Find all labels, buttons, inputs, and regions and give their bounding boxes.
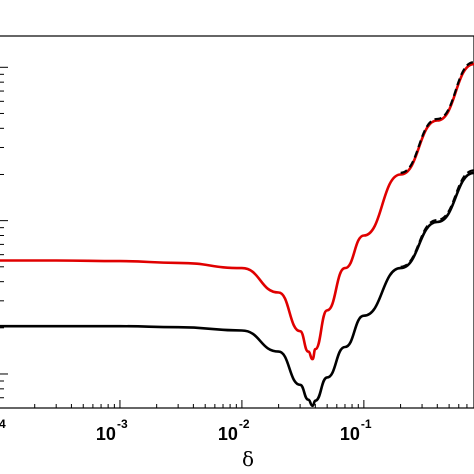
x-tick-exponent: -3 (117, 417, 128, 431)
x-tick-label: 10 -3 (96, 417, 128, 444)
x-tick-exponent: -2 (239, 417, 250, 431)
x-tick-label: 10 -2 (218, 417, 250, 444)
x-tick-base: 10 (340, 424, 360, 444)
series-line-0 (0, 62, 474, 361)
x-tick-base: 10 (96, 424, 116, 444)
x-tick-base: 10 (218, 424, 238, 444)
x-tick-labels: 10-410-310-210-1 (0, 417, 372, 444)
x-tick-exponent: -1 (361, 417, 372, 431)
x-tick-exponent: -4 (0, 417, 6, 431)
x-tick-label: 10-4 (0, 417, 6, 431)
plot-frame (0, 35, 474, 409)
series-line-2 (0, 171, 474, 408)
series-line-1 (400, 61, 474, 174)
series-layer (0, 61, 474, 408)
series-line-3 (400, 169, 474, 268)
x-tick-label: 10 -1 (340, 417, 372, 444)
minor-ticks (0, 66, 474, 409)
x-axis-label: δ (242, 447, 254, 471)
